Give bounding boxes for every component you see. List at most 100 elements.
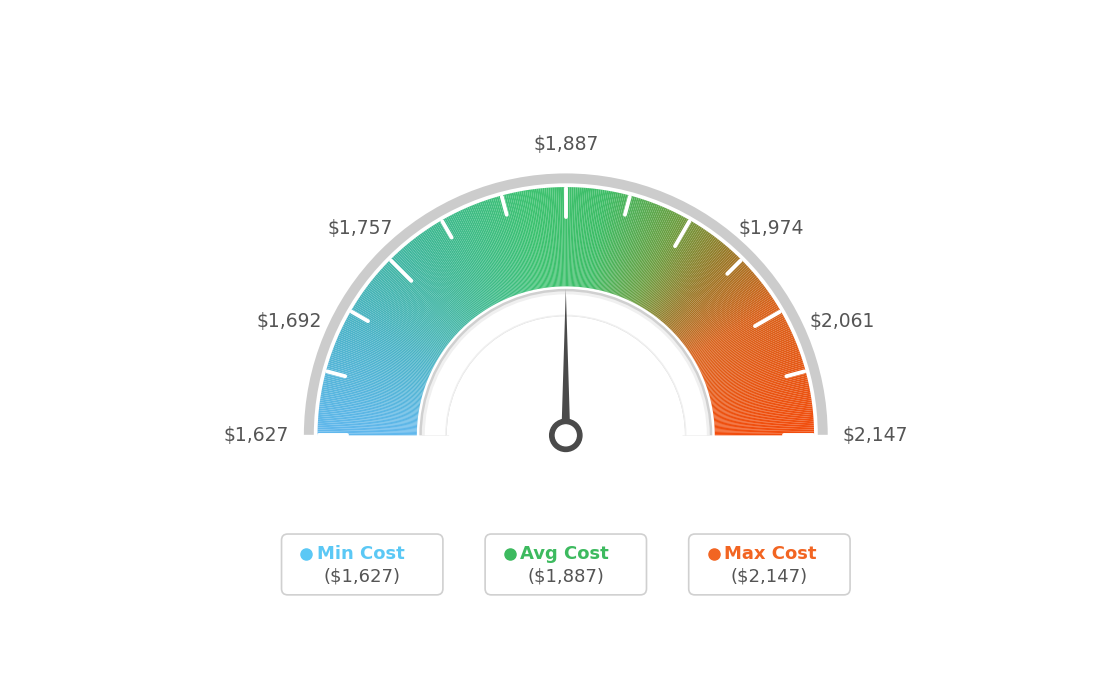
Wedge shape <box>446 217 495 305</box>
Wedge shape <box>426 229 484 312</box>
Wedge shape <box>497 197 526 293</box>
Wedge shape <box>323 377 421 402</box>
Wedge shape <box>544 188 554 287</box>
Polygon shape <box>561 289 571 435</box>
Wedge shape <box>489 199 521 294</box>
Wedge shape <box>457 212 501 302</box>
Wedge shape <box>350 310 437 362</box>
Wedge shape <box>714 412 814 422</box>
Wedge shape <box>702 335 794 376</box>
Wedge shape <box>478 202 514 296</box>
Wedge shape <box>714 431 814 434</box>
Wedge shape <box>420 289 712 435</box>
Wedge shape <box>709 366 805 395</box>
Wedge shape <box>660 243 724 321</box>
Wedge shape <box>619 204 657 297</box>
Wedge shape <box>676 268 751 336</box>
Wedge shape <box>330 355 425 388</box>
Wedge shape <box>337 339 428 378</box>
Wedge shape <box>713 406 813 419</box>
Wedge shape <box>634 214 680 303</box>
Wedge shape <box>699 324 788 370</box>
Wedge shape <box>372 279 450 342</box>
Wedge shape <box>354 304 439 357</box>
Wedge shape <box>618 203 656 297</box>
Text: Max Cost: Max Cost <box>724 545 817 563</box>
Wedge shape <box>592 190 611 289</box>
Wedge shape <box>349 313 436 362</box>
Wedge shape <box>652 233 712 315</box>
Wedge shape <box>607 197 637 293</box>
Wedge shape <box>680 275 757 340</box>
Wedge shape <box>329 360 424 391</box>
Wedge shape <box>714 418 814 426</box>
FancyBboxPatch shape <box>689 534 850 595</box>
Wedge shape <box>539 188 551 287</box>
Wedge shape <box>712 389 810 408</box>
Wedge shape <box>333 346 427 383</box>
Wedge shape <box>518 191 538 289</box>
Wedge shape <box>633 213 679 303</box>
Wedge shape <box>443 219 493 306</box>
Wedge shape <box>367 286 447 347</box>
Wedge shape <box>680 277 758 342</box>
Wedge shape <box>595 192 616 290</box>
FancyBboxPatch shape <box>485 534 647 595</box>
Wedge shape <box>321 389 420 408</box>
Wedge shape <box>689 296 772 353</box>
Wedge shape <box>327 368 423 396</box>
Wedge shape <box>486 200 519 295</box>
Wedge shape <box>318 426 417 431</box>
Wedge shape <box>319 408 417 420</box>
Wedge shape <box>322 383 421 405</box>
Wedge shape <box>667 253 735 327</box>
Wedge shape <box>596 193 618 290</box>
Wedge shape <box>665 249 732 324</box>
Wedge shape <box>583 189 597 288</box>
Wedge shape <box>326 372 422 398</box>
Wedge shape <box>684 286 765 347</box>
Wedge shape <box>712 387 809 407</box>
Wedge shape <box>705 349 799 385</box>
Wedge shape <box>412 239 475 318</box>
Wedge shape <box>666 252 734 326</box>
Wedge shape <box>657 239 720 318</box>
Wedge shape <box>614 201 648 295</box>
Wedge shape <box>704 342 797 380</box>
Wedge shape <box>661 244 725 322</box>
Wedge shape <box>331 351 426 386</box>
Wedge shape <box>682 280 761 343</box>
Wedge shape <box>318 422 417 428</box>
Wedge shape <box>661 246 728 322</box>
Wedge shape <box>318 428 417 432</box>
Wedge shape <box>639 219 690 306</box>
Wedge shape <box>336 340 428 380</box>
Wedge shape <box>371 280 449 343</box>
Wedge shape <box>318 414 417 424</box>
Wedge shape <box>687 291 768 350</box>
Wedge shape <box>368 285 447 346</box>
Wedge shape <box>422 291 710 435</box>
Wedge shape <box>569 187 572 286</box>
Wedge shape <box>458 210 502 301</box>
Text: ($1,627): ($1,627) <box>323 568 401 586</box>
Wedge shape <box>348 316 435 364</box>
Wedge shape <box>373 277 452 342</box>
Wedge shape <box>510 193 533 290</box>
Wedge shape <box>506 194 531 290</box>
Wedge shape <box>593 191 613 289</box>
Wedge shape <box>541 188 552 287</box>
Wedge shape <box>599 193 624 290</box>
Wedge shape <box>602 195 627 291</box>
Wedge shape <box>481 201 517 295</box>
Wedge shape <box>402 248 468 324</box>
Wedge shape <box>640 221 692 307</box>
Wedge shape <box>436 223 489 308</box>
Text: $2,147: $2,147 <box>842 426 909 445</box>
Wedge shape <box>624 207 665 299</box>
Wedge shape <box>651 233 710 314</box>
Wedge shape <box>476 203 513 297</box>
Wedge shape <box>692 304 777 357</box>
Wedge shape <box>638 219 689 306</box>
Wedge shape <box>698 319 786 366</box>
